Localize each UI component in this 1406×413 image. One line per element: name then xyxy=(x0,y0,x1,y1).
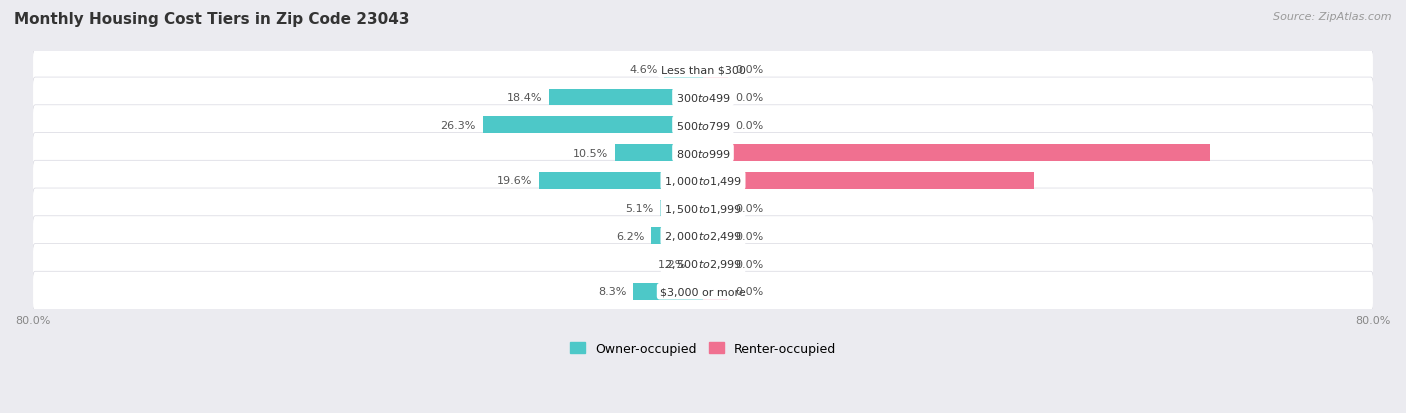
Bar xyxy=(703,117,728,134)
Bar xyxy=(693,256,703,272)
Text: 19.6%: 19.6% xyxy=(496,176,531,186)
Bar xyxy=(703,200,728,217)
FancyBboxPatch shape xyxy=(32,216,1374,256)
Bar xyxy=(703,90,728,106)
Text: $800 to $999: $800 to $999 xyxy=(675,147,731,159)
Text: 0.0%: 0.0% xyxy=(735,65,763,75)
Text: Less than $300: Less than $300 xyxy=(661,65,745,75)
Text: $1,000 to $1,499: $1,000 to $1,499 xyxy=(664,174,742,188)
Text: 0.0%: 0.0% xyxy=(735,231,763,241)
Text: Monthly Housing Cost Tiers in Zip Code 23043: Monthly Housing Cost Tiers in Zip Code 2… xyxy=(14,12,409,27)
Text: $3,000 or more: $3,000 or more xyxy=(661,287,745,297)
Text: 6.2%: 6.2% xyxy=(616,231,644,241)
Bar xyxy=(651,228,703,244)
Text: $2,500 to $2,999: $2,500 to $2,999 xyxy=(664,257,742,271)
FancyBboxPatch shape xyxy=(32,161,1374,201)
Text: 1.2%: 1.2% xyxy=(658,259,686,269)
Bar xyxy=(665,62,703,78)
Legend: Owner-occupied, Renter-occupied: Owner-occupied, Renter-occupied xyxy=(565,337,841,360)
Bar xyxy=(548,90,703,106)
Text: $1,500 to $1,999: $1,500 to $1,999 xyxy=(664,202,742,215)
Text: 0.0%: 0.0% xyxy=(735,259,763,269)
Text: 4.6%: 4.6% xyxy=(630,65,658,75)
Text: 18.4%: 18.4% xyxy=(506,93,543,103)
Bar xyxy=(703,173,1033,189)
Text: 60.5%: 60.5% xyxy=(1216,148,1256,158)
Bar xyxy=(634,283,703,300)
Text: 26.3%: 26.3% xyxy=(440,121,477,131)
Bar xyxy=(661,200,703,217)
FancyBboxPatch shape xyxy=(32,272,1374,311)
Text: $300 to $499: $300 to $499 xyxy=(675,92,731,104)
Text: 0.0%: 0.0% xyxy=(735,121,763,131)
Bar xyxy=(703,62,728,78)
Text: $2,000 to $2,499: $2,000 to $2,499 xyxy=(664,230,742,243)
Bar xyxy=(703,145,1211,161)
Text: Source: ZipAtlas.com: Source: ZipAtlas.com xyxy=(1274,12,1392,22)
Text: 10.5%: 10.5% xyxy=(574,148,609,158)
Bar xyxy=(614,145,703,161)
FancyBboxPatch shape xyxy=(32,189,1374,228)
Text: 0.0%: 0.0% xyxy=(735,204,763,214)
Text: 8.3%: 8.3% xyxy=(599,287,627,297)
Text: 39.5%: 39.5% xyxy=(1040,176,1080,186)
FancyBboxPatch shape xyxy=(32,50,1374,90)
FancyBboxPatch shape xyxy=(32,78,1374,118)
Text: 0.0%: 0.0% xyxy=(735,287,763,297)
Text: 5.1%: 5.1% xyxy=(626,204,654,214)
Bar xyxy=(703,228,728,244)
Text: $500 to $799: $500 to $799 xyxy=(675,119,731,131)
FancyBboxPatch shape xyxy=(32,133,1374,173)
Bar xyxy=(482,117,703,134)
FancyBboxPatch shape xyxy=(32,244,1374,284)
FancyBboxPatch shape xyxy=(32,106,1374,145)
Bar xyxy=(703,256,728,272)
Bar xyxy=(538,173,703,189)
Bar xyxy=(703,283,728,300)
Text: 0.0%: 0.0% xyxy=(735,93,763,103)
